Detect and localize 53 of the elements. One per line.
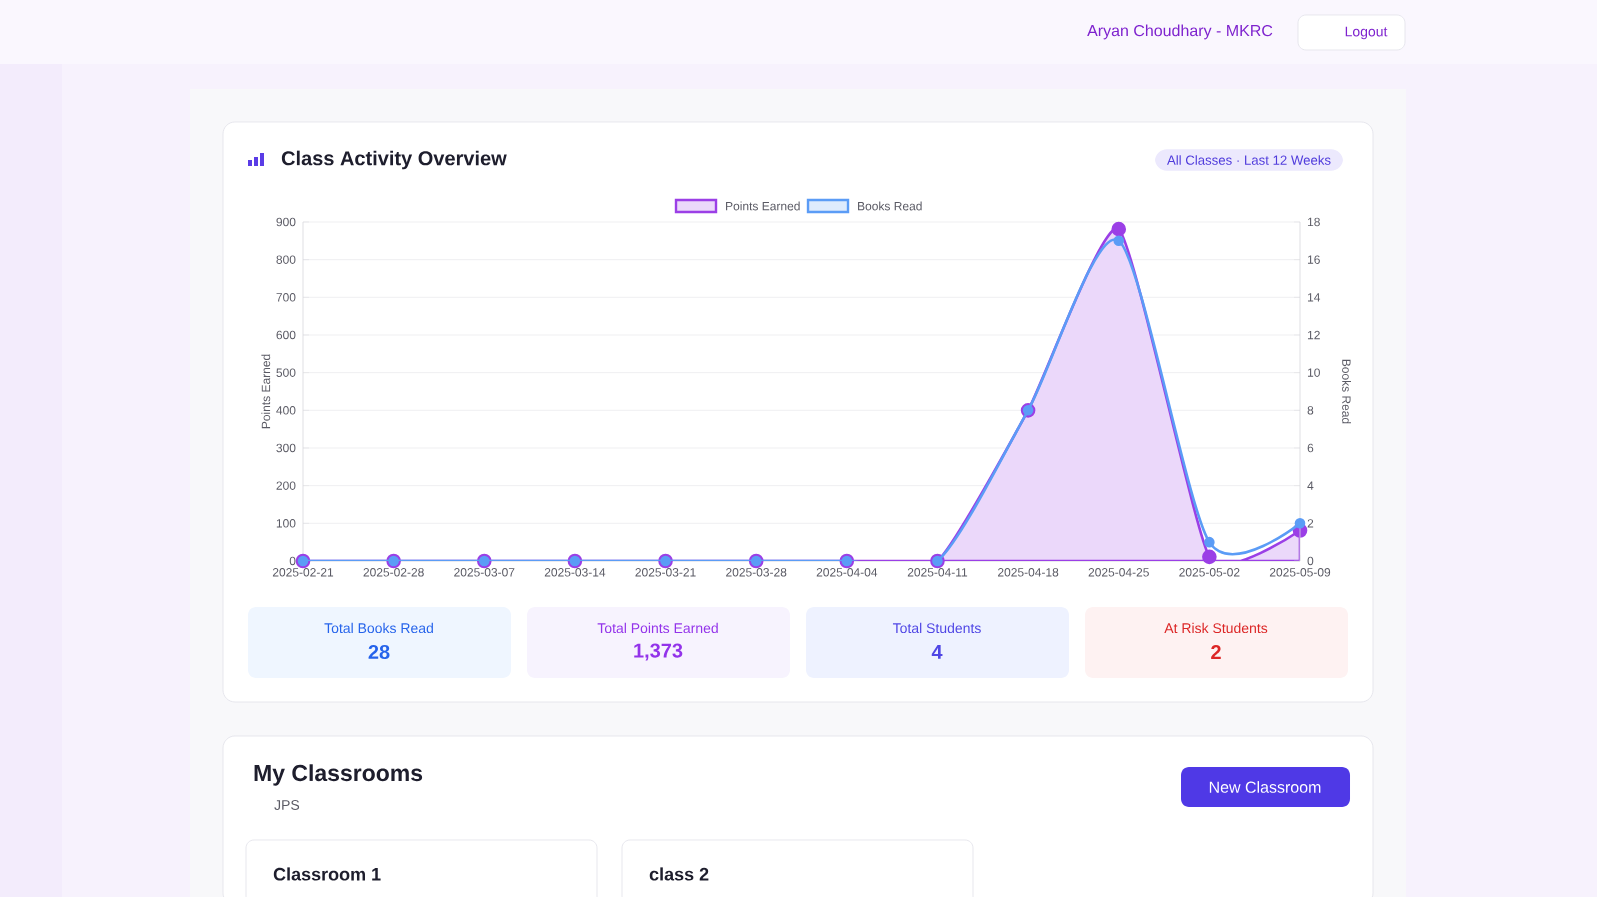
text: Classroom 1 xyxy=(273,867,381,881)
text: My Classrooms xyxy=(254,764,423,786)
y2-tick-label: 16 xyxy=(1307,255,1320,264)
x-tick-label: 2025-02-21 xyxy=(272,568,334,577)
y2-tick-label: 0 xyxy=(1307,556,1314,566)
y-tick-label: 500 xyxy=(276,368,296,377)
x-tick-label: 2025-03-28 xyxy=(726,568,787,577)
y2-tick-label: 6 xyxy=(1307,443,1314,453)
x-tick-label: 2025-04-25 xyxy=(1088,568,1149,577)
y2-axis-title: Books Read xyxy=(1342,359,1351,424)
legend-label: Points Earned xyxy=(726,201,800,211)
chart-title: Class Activity Overview xyxy=(281,150,507,170)
y2-tick-label: 2 xyxy=(1307,519,1314,528)
text: 4 xyxy=(931,645,943,659)
x-tick-label: 2025-03-14 xyxy=(544,568,606,577)
y2-tick-label: 10 xyxy=(1307,368,1320,377)
x-tick-label: 2025-05-02 xyxy=(1179,568,1240,577)
y-tick-label: 600 xyxy=(276,330,296,340)
y2-tick-label: 14 xyxy=(1307,293,1321,302)
y-tick-label: 400 xyxy=(276,406,296,415)
chart-subtitle: All Classes · Last 12 Weeks xyxy=(1167,155,1331,165)
text: 2 xyxy=(1211,645,1221,659)
x-tick-label: 2025-02-28 xyxy=(363,568,424,577)
y2-tick-label: 4 xyxy=(1307,481,1314,490)
x-tick-label: 2025-04-04 xyxy=(816,568,878,577)
text: Total Points Earned xyxy=(597,622,718,634)
y-tick-label: 800 xyxy=(276,255,296,264)
y2-tick-label: 8 xyxy=(1307,406,1314,415)
y-tick-label: 900 xyxy=(276,217,296,227)
text: Total Books Read xyxy=(324,622,433,634)
text: 1,373 xyxy=(634,643,683,661)
y-tick-label: 100 xyxy=(276,519,296,528)
y-tick-label: 200 xyxy=(276,481,296,490)
text: Aryan Choudhary - MKRC xyxy=(1087,24,1273,40)
x-tick-label: 2025-03-07 xyxy=(454,568,515,577)
x-tick-label: 2025-03-21 xyxy=(635,568,696,577)
text: At Risk Students xyxy=(1164,622,1268,634)
text: 28 xyxy=(368,644,390,660)
text: New Classroom xyxy=(1209,781,1321,793)
text: class 2 xyxy=(649,867,709,881)
x-tick-label: 2025-04-18 xyxy=(998,568,1059,577)
x-tick-label: 2025-04-11 xyxy=(907,568,968,577)
legend-label: Books Read xyxy=(858,201,922,211)
y-tick-label: 700 xyxy=(276,293,296,302)
text: JPS xyxy=(274,800,300,810)
x-tick-label: 2025-05-09 xyxy=(1269,568,1331,577)
y-tick-label: 300 xyxy=(276,443,296,453)
y2-tick-label: 18 xyxy=(1307,217,1320,227)
text: Total Students xyxy=(892,622,981,634)
y2-tick-label: 12 xyxy=(1307,330,1320,340)
y-axis-title: Points Earned xyxy=(261,354,271,429)
text: Logout xyxy=(1345,26,1388,40)
y-tick-label: 0 xyxy=(289,556,296,566)
